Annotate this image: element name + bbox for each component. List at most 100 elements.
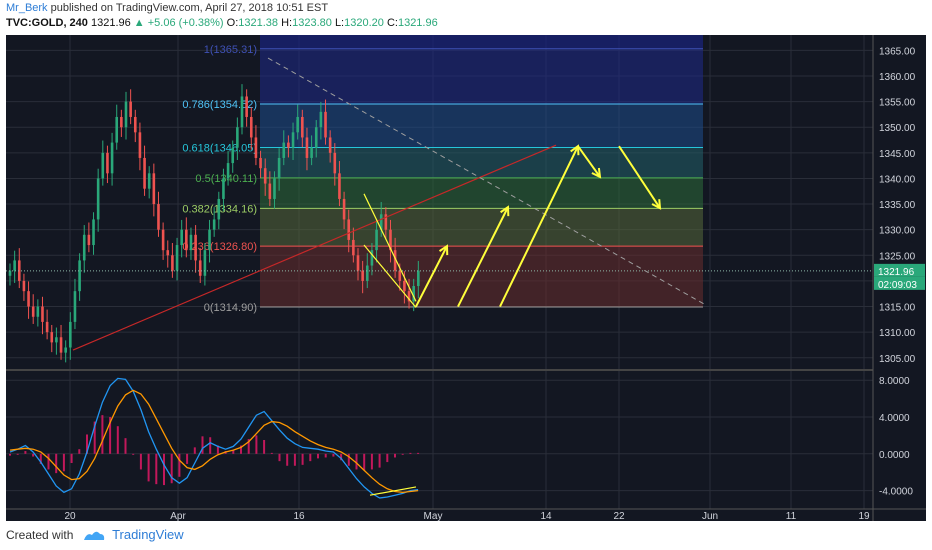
macd-histogram-bar bbox=[401, 453, 404, 455]
projection-arrow-3 bbox=[499, 145, 579, 307]
candle-body bbox=[310, 147, 313, 158]
macd-histogram-bar bbox=[132, 453, 135, 455]
macd-histogram-bar bbox=[232, 450, 235, 454]
macd-histogram-bar bbox=[155, 453, 158, 485]
macd-histogram-bar bbox=[309, 453, 312, 462]
macd-line bbox=[9, 377, 419, 499]
candle-body bbox=[198, 260, 202, 276]
macd-histogram-bar bbox=[39, 453, 42, 464]
tradingview-brand[interactable]: TradingView bbox=[112, 527, 184, 542]
macd-histogram-bar bbox=[124, 438, 127, 454]
time-tick-label: Apr bbox=[170, 511, 186, 521]
macd-histogram-bar bbox=[109, 417, 112, 454]
author-link[interactable]: Mr_Berk bbox=[6, 2, 48, 14]
candle-body bbox=[78, 260, 81, 292]
price-tick-label: 1305.00 bbox=[879, 354, 916, 365]
candle-body bbox=[73, 291, 77, 322]
candle-body bbox=[319, 111, 323, 128]
last-price-label: 1321.96 bbox=[878, 267, 915, 278]
candle-body bbox=[189, 234, 193, 251]
fib-zone bbox=[260, 177, 703, 209]
macd-histogram-bar bbox=[116, 426, 119, 454]
macd-histogram-bar bbox=[355, 453, 358, 470]
fib-retracement[interactable]: 1(1365.31) 0.786(1354.52) 0.618(1346.05) 0.… bbox=[182, 35, 703, 314]
candle-body bbox=[59, 337, 63, 353]
macd-histogram-bar bbox=[370, 453, 373, 470]
macd-histogram-bar bbox=[101, 415, 104, 454]
macd-histogram-bar bbox=[86, 434, 88, 454]
candle-body bbox=[27, 291, 30, 307]
macd-histogram-bar bbox=[255, 435, 258, 454]
candle-body bbox=[194, 234, 197, 261]
candle-body bbox=[166, 250, 170, 256]
price-tick-label: 1315.00 bbox=[879, 303, 916, 314]
candle-body bbox=[69, 321, 72, 348]
price-tick-label: 1365.00 bbox=[879, 46, 916, 57]
time-tick-label: 19 bbox=[858, 511, 870, 521]
macd-histogram-bar bbox=[16, 453, 19, 455]
projection-arrow-1-head bbox=[438, 244, 449, 256]
macd-histogram-bar bbox=[186, 453, 189, 464]
wedge-lower-line bbox=[363, 244, 417, 308]
candle-body bbox=[407, 291, 411, 302]
macd-histogram-bar bbox=[178, 453, 181, 477]
candle-body bbox=[347, 219, 351, 240]
grey-dashed-line bbox=[267, 57, 705, 305]
price-tick-label: 1360.00 bbox=[879, 72, 916, 83]
candle-body bbox=[361, 270, 364, 281]
macd-tick-label: 8.0000 bbox=[879, 376, 910, 387]
macd-histogram-bar bbox=[394, 453, 396, 458]
candle-body bbox=[133, 116, 137, 133]
projection-arrow-2 bbox=[457, 206, 509, 307]
macd-histogram-bar bbox=[340, 453, 343, 461]
fib-level-label: 1(1365.31) bbox=[204, 44, 257, 56]
macd-histogram-bar bbox=[47, 453, 50, 470]
price-tick-label: 1335.00 bbox=[879, 200, 916, 211]
candle-body bbox=[412, 286, 415, 302]
macd-histogram-bar bbox=[386, 453, 389, 463]
candle-body bbox=[231, 147, 235, 164]
macd-histogram-bar bbox=[378, 453, 381, 468]
fib-zone bbox=[260, 35, 703, 49]
wedge-upper-line bbox=[363, 193, 417, 302]
price-tick-label: 1325.00 bbox=[879, 251, 916, 262]
footer: Created with TradingView bbox=[6, 527, 184, 542]
publish-info: Mr_Berk published on TradingView.com, Ap… bbox=[6, 2, 328, 14]
up-arrow-icon: ▲ bbox=[133, 17, 145, 29]
candle-body bbox=[110, 142, 114, 174]
macd-histogram-bar bbox=[62, 453, 65, 472]
candle-body bbox=[417, 270, 420, 287]
macd-histogram-bar bbox=[417, 452, 420, 454]
projection-arrow-2-head bbox=[500, 205, 510, 217]
macd-histogram-bar bbox=[317, 453, 319, 459]
projection-arrow-5 bbox=[618, 145, 661, 209]
candle-body bbox=[370, 250, 374, 266]
macd-divergence-line bbox=[369, 486, 417, 496]
candle-body bbox=[245, 96, 248, 117]
macd-histogram-bar bbox=[363, 453, 366, 471]
macd-tick-label: 4.0000 bbox=[879, 413, 910, 424]
candle-body bbox=[356, 255, 360, 271]
created-with-label: Created with bbox=[6, 528, 74, 542]
fib-level-label: 0.236(1326.80) bbox=[182, 241, 257, 253]
candles bbox=[8, 84, 420, 363]
drawings[interactable] bbox=[6, 57, 873, 351]
candle-body bbox=[389, 229, 392, 251]
price-tick-label: 1310.00 bbox=[879, 328, 916, 339]
macd-tick-label: -4.0000 bbox=[879, 487, 913, 498]
macd-histogram-bar bbox=[139, 453, 142, 470]
candle-body bbox=[403, 280, 406, 292]
candle-body bbox=[342, 198, 346, 220]
candle-body bbox=[101, 152, 105, 179]
candle-body bbox=[277, 157, 281, 179]
time-tick-label: 20 bbox=[64, 511, 76, 521]
candle-body bbox=[282, 142, 286, 158]
axes: 1305.001310.001315.001320.001325.001330.… bbox=[6, 35, 926, 521]
red-trendline bbox=[72, 144, 557, 351]
candle-body bbox=[254, 137, 258, 158]
candle-body bbox=[240, 96, 244, 128]
chart-canvas[interactable]: 1(1365.31) 0.786(1354.52) 0.618(1346.05) 0.… bbox=[6, 35, 926, 521]
candle-body bbox=[217, 198, 221, 220]
open-value: 1321.38 bbox=[238, 17, 279, 29]
symbol-label: TVC:GOLD, 240 bbox=[6, 17, 88, 29]
